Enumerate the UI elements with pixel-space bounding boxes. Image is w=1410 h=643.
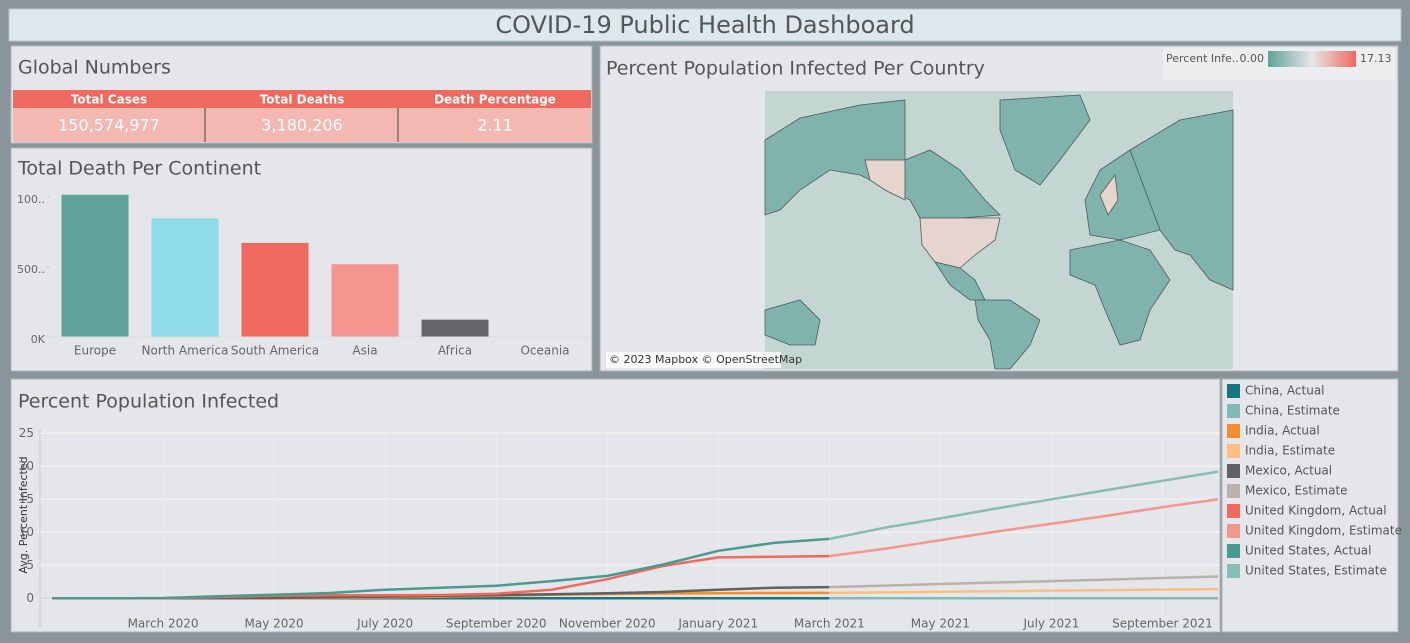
kpi-header: Total Deaths	[260, 93, 345, 107]
legend-swatch	[1227, 464, 1240, 478]
legend-max: 17.13	[1360, 52, 1392, 65]
series-line	[829, 587, 1219, 595]
map-region	[764, 299, 821, 346]
y-tick-label: 25	[19, 426, 34, 440]
attribution-bg	[606, 352, 781, 368]
legend-label: China, Actual	[1245, 384, 1325, 398]
legend-swatch	[1227, 504, 1240, 518]
x-tick-label: January 2021	[677, 617, 758, 631]
bar	[331, 264, 399, 337]
legend-swatch	[1227, 404, 1240, 418]
x-tick-label: Europe	[74, 344, 116, 358]
dashboard-title: COVID-19 Public Health Dashboard	[495, 11, 914, 39]
y-tick-label: 0	[26, 591, 34, 605]
x-tick-label: May 2021	[911, 617, 970, 631]
kpi-table: Total Cases 150,574,977 Total Deaths 3,180,…	[58, 93, 556, 135]
legend-label: India, Estimate	[1245, 444, 1335, 458]
y-tick-label: 15	[19, 492, 34, 506]
series-line	[829, 470, 1219, 541]
chart-title: Percent Population Infected	[18, 391, 279, 413]
map-region	[1129, 109, 1234, 291]
x-tick-label: North America	[142, 344, 229, 358]
legend-label: Mexico, Actual	[1245, 464, 1332, 478]
y-tick-label: 10	[19, 525, 34, 539]
chart-title: Total Death Per Continent	[17, 158, 261, 180]
x-tick-label: July 2020	[356, 617, 413, 631]
y-tick-label: 20	[19, 459, 34, 473]
legend-swatch	[1227, 384, 1240, 398]
bar	[151, 218, 219, 337]
bar	[241, 242, 309, 337]
y-tick-label: 100..	[17, 193, 45, 206]
kpi-header: Death Percentage	[434, 93, 556, 107]
map-region	[864, 159, 906, 201]
bar-chart: Total Death Per Continent 0K 500.. 100.. Eur…	[17, 158, 590, 358]
x-tick-label: May 2020	[245, 617, 304, 631]
bar	[421, 319, 489, 337]
series-line	[52, 537, 830, 600]
kpi-header-row	[13, 90, 591, 108]
legend-gradient	[1268, 51, 1356, 67]
map-chart: Percent Population Infected Per Country P…	[606, 51, 1392, 80]
line-chart: Percent Population Infected Avg. Percent …	[17, 384, 1402, 631]
x-tick-label: November 2020	[559, 617, 656, 631]
legend-swatch	[1227, 444, 1240, 458]
series-line	[829, 575, 1219, 589]
legend-title: Percent Infe..	[1166, 52, 1239, 65]
map-region	[999, 94, 1091, 186]
x-tick-label: September 2020	[446, 617, 547, 631]
x-tick-label: Africa	[438, 344, 472, 358]
panel-title: Global Numbers	[18, 57, 171, 79]
chart-title: Percent Population Infected Per Country	[606, 58, 985, 80]
map-attribution: © 2023 Mapbox © OpenStreetMap	[609, 353, 802, 366]
kpi-value: 2.11	[477, 116, 513, 135]
legend-label: United States, Estimate	[1245, 564, 1387, 578]
legend-swatch	[1227, 544, 1240, 558]
x-tick-label: March 2020	[128, 617, 199, 631]
legend-label: United Kingdom, Estimate	[1245, 524, 1402, 538]
map-region	[919, 217, 1001, 269]
y-tick-label: 0K	[31, 333, 46, 346]
bar	[61, 194, 129, 337]
map	[764, 91, 1234, 370]
kpi-value: 3,180,206	[261, 116, 342, 135]
legend-label: United Kingdom, Actual	[1245, 504, 1387, 518]
kpi-header: Total Cases	[71, 93, 147, 107]
legend-min: 0.00	[1240, 52, 1265, 65]
kpi-value-row	[13, 108, 591, 142]
x-tick-label: Asia	[352, 344, 377, 358]
x-tick-label: Oceania	[520, 344, 569, 358]
map-region	[1099, 173, 1119, 216]
legend-label: United States, Actual	[1245, 544, 1371, 558]
y-tick-label: 500..	[17, 263, 45, 276]
x-tick-label: March 2021	[794, 617, 865, 631]
legend-label: Mexico, Estimate	[1245, 484, 1348, 498]
legend-label: India, Actual	[1245, 424, 1320, 438]
legend-swatch	[1227, 564, 1240, 578]
x-tick-label: South America	[231, 344, 319, 358]
header-bar	[8, 8, 1402, 42]
y-tick-label: 5	[26, 558, 34, 572]
legend-swatch	[1227, 424, 1240, 438]
legend-swatch	[1227, 484, 1240, 498]
map-region	[1069, 239, 1171, 346]
kpi-value: 150,574,977	[58, 116, 160, 135]
legend-swatch	[1227, 524, 1240, 538]
x-tick-label: September 2021	[1112, 617, 1213, 631]
y-axis-label: Avg. Percent Infected	[17, 456, 30, 573]
legend-label: China, Estimate	[1245, 404, 1340, 418]
map-region	[974, 299, 1041, 370]
legend-panel	[1221, 378, 1399, 633]
series-line	[829, 498, 1219, 558]
x-tick-label: July 2021	[1022, 617, 1079, 631]
